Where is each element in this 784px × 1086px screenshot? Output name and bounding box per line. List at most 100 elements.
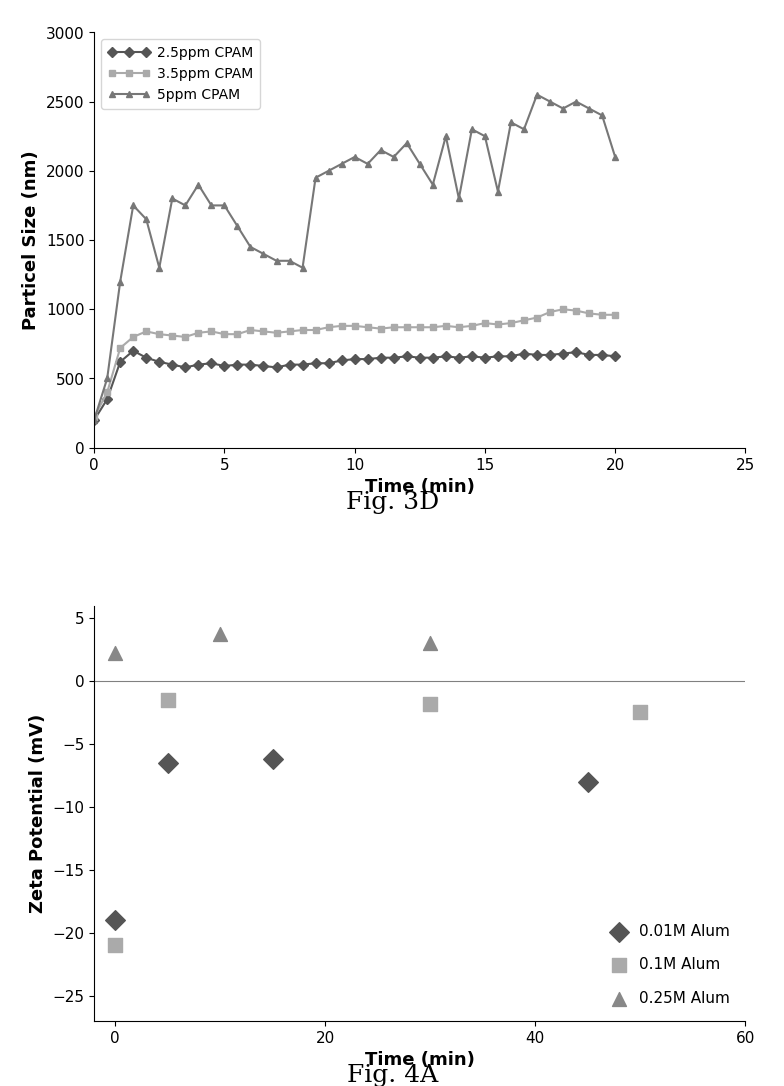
2.5ppm CPAM [350, 353, 359, 366]
0.01M Alum [581, 773, 593, 791]
2.5ppm CPAM [180, 361, 190, 374]
3.5ppm CPAM [610, 308, 619, 321]
0.25M Alum [423, 634, 436, 652]
5ppm CPAM [506, 116, 515, 129]
5ppm CPAM [480, 130, 489, 143]
5ppm CPAM [298, 262, 307, 275]
5ppm CPAM [584, 102, 593, 115]
5ppm CPAM [245, 241, 255, 254]
2.5ppm CPAM [194, 358, 203, 371]
3.5ppm CPAM [389, 320, 398, 333]
5ppm CPAM [129, 199, 138, 212]
3.5ppm CPAM [285, 325, 294, 338]
5ppm CPAM [168, 192, 177, 205]
Text: Fig. 3D: Fig. 3D [346, 491, 438, 515]
2.5ppm CPAM [103, 393, 112, 406]
Legend: 2.5ppm CPAM, 3.5ppm CPAM, 5ppm CPAM: 2.5ppm CPAM, 3.5ppm CPAM, 5ppm CPAM [101, 39, 260, 110]
3.5ppm CPAM [466, 319, 476, 332]
5ppm CPAM [519, 123, 528, 136]
5ppm CPAM [103, 372, 112, 386]
2.5ppm CPAM [610, 350, 619, 363]
Y-axis label: Zeta Potential (mV): Zeta Potential (mV) [29, 714, 47, 913]
Line: 5ppm CPAM: 5ppm CPAM [91, 91, 618, 424]
2.5ppm CPAM [336, 354, 346, 367]
5ppm CPAM [233, 219, 242, 232]
Y-axis label: Particel Size (nm): Particel Size (nm) [22, 150, 40, 330]
2.5ppm CPAM [89, 414, 99, 427]
5ppm CPAM [571, 96, 580, 109]
5ppm CPAM [206, 199, 216, 212]
3.5ppm CPAM [271, 327, 281, 340]
5ppm CPAM [415, 157, 424, 171]
3.5ppm CPAM [376, 323, 385, 336]
5ppm CPAM [180, 199, 190, 212]
5ppm CPAM [154, 262, 164, 275]
2.5ppm CPAM [206, 357, 216, 370]
2.5ppm CPAM [271, 361, 281, 374]
5ppm CPAM [466, 123, 476, 136]
5ppm CPAM [141, 213, 151, 226]
Text: Fig. 4A: Fig. 4A [347, 1064, 437, 1086]
2.5ppm CPAM [389, 352, 398, 365]
3.5ppm CPAM [89, 411, 99, 424]
5ppm CPAM [285, 254, 294, 267]
2.5ppm CPAM [245, 358, 255, 371]
0.25M Alum [109, 645, 122, 662]
5ppm CPAM [428, 178, 437, 191]
3.5ppm CPAM [206, 325, 216, 338]
5ppm CPAM [401, 137, 411, 150]
2.5ppm CPAM [233, 358, 242, 371]
3.5ppm CPAM [324, 320, 333, 333]
2.5ppm CPAM [298, 358, 307, 371]
2.5ppm CPAM [428, 352, 437, 365]
0.01M Alum [109, 911, 122, 929]
2.5ppm CPAM [220, 359, 229, 372]
5ppm CPAM [194, 178, 203, 191]
3.5ppm CPAM [298, 324, 307, 337]
2.5ppm CPAM [141, 352, 151, 365]
5ppm CPAM [271, 254, 281, 267]
2.5ppm CPAM [324, 357, 333, 370]
0.01M Alum [162, 754, 174, 771]
5ppm CPAM [259, 248, 268, 261]
3.5ppm CPAM [115, 342, 125, 355]
3.5ppm CPAM [558, 303, 568, 316]
3.5ppm CPAM [480, 317, 489, 330]
2.5ppm CPAM [506, 350, 515, 363]
5ppm CPAM [336, 157, 346, 171]
3.5ppm CPAM [168, 329, 177, 342]
3.5ppm CPAM [441, 319, 450, 332]
3.5ppm CPAM [597, 308, 606, 321]
0.1M Alum [162, 692, 174, 709]
0.1M Alum [423, 695, 436, 712]
2.5ppm CPAM [441, 350, 450, 363]
5ppm CPAM [454, 192, 463, 205]
5ppm CPAM [310, 172, 320, 185]
Legend: 0.01M Alum, 0.1M Alum, 0.25M Alum: 0.01M Alum, 0.1M Alum, 0.25M Alum [604, 917, 737, 1013]
2.5ppm CPAM [480, 352, 489, 365]
2.5ppm CPAM [415, 352, 424, 365]
Line: 3.5ppm CPAM: 3.5ppm CPAM [91, 306, 618, 421]
5ppm CPAM [389, 151, 398, 164]
2.5ppm CPAM [571, 345, 580, 358]
0.1M Alum [633, 704, 646, 721]
2.5ppm CPAM [532, 349, 541, 362]
3.5ppm CPAM [141, 325, 151, 338]
3.5ppm CPAM [259, 325, 268, 338]
5ppm CPAM [89, 414, 99, 427]
3.5ppm CPAM [519, 314, 528, 327]
2.5ppm CPAM [401, 350, 411, 363]
2.5ppm CPAM [376, 352, 385, 365]
2.5ppm CPAM [259, 359, 268, 372]
2.5ppm CPAM [519, 348, 528, 361]
2.5ppm CPAM [115, 355, 125, 368]
2.5ppm CPAM [545, 349, 554, 362]
3.5ppm CPAM [350, 319, 359, 332]
5ppm CPAM [376, 143, 385, 156]
3.5ppm CPAM [415, 320, 424, 333]
5ppm CPAM [558, 102, 568, 115]
3.5ppm CPAM [545, 305, 554, 318]
2.5ppm CPAM [285, 358, 294, 371]
2.5ppm CPAM [493, 350, 503, 363]
3.5ppm CPAM [336, 319, 346, 332]
